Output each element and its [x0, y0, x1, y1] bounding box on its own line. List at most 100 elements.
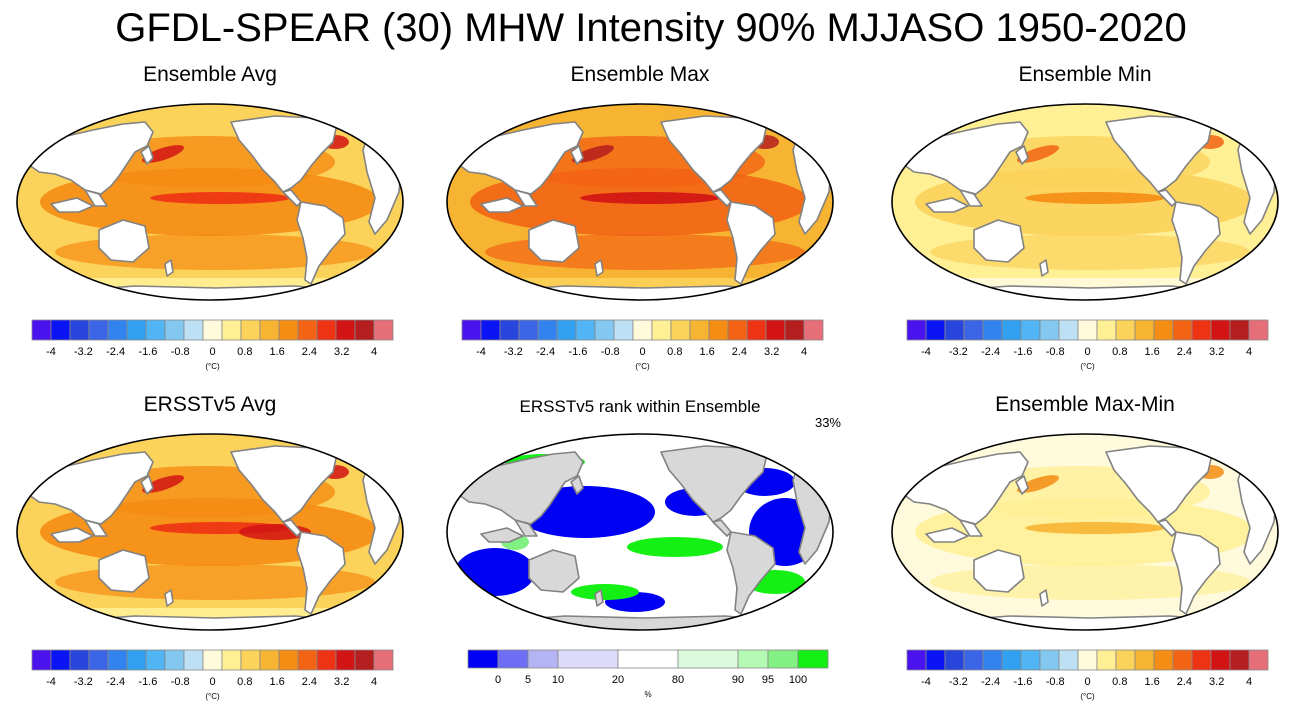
colorbar-tick-label: -2.4	[536, 346, 556, 358]
colorbar-swatch	[461, 319, 482, 341]
colorbar-tick-label: -0.8	[170, 346, 190, 358]
colorbar-swatch	[944, 319, 965, 341]
panel-title: ERSSTv5 Avg	[143, 393, 277, 416]
colorbar-tick-label: -2.4	[981, 346, 1001, 358]
panel-ensemble-max: Ensemble Max -4 -3.2 -2.4 -1.6 -0.8 0 0.8 1.6 2.…	[435, 62, 845, 392]
colorbar-swatch	[963, 649, 984, 671]
colorbar-tick-label: -2.4	[981, 676, 1001, 688]
colorbar-swatch	[335, 649, 356, 671]
colorbar-swatch	[557, 649, 619, 669]
colorbar-tick-label: 3.2	[334, 346, 350, 358]
colorbar-tick-label: 4	[370, 676, 378, 688]
colorbar-swatch	[31, 649, 52, 671]
colorbar-swatch	[1096, 649, 1117, 671]
map-rank	[446, 433, 834, 631]
colorbar-swatch	[1134, 319, 1155, 341]
colorbar-swatch	[316, 649, 337, 671]
colorbar-swatch	[499, 319, 520, 341]
colorbar-swatch	[107, 649, 128, 671]
colorbar-unit: %	[644, 690, 652, 699]
colorbar-swatch	[925, 319, 946, 341]
colorbar-tick-label: 2.4	[301, 676, 318, 688]
colorbar-swatch	[677, 649, 739, 669]
colorbar-swatch	[1020, 319, 1041, 341]
colorbar-swatch	[670, 319, 691, 341]
colorbar-swatch	[107, 319, 128, 341]
colorbar-tick-label: -0.8	[600, 346, 620, 358]
colorbar-tick-label: 3.2	[1209, 346, 1225, 358]
colorbar-swatch	[259, 649, 280, 671]
colorbar-swatch	[31, 319, 52, 341]
colorbar-tick-label: 3.2	[764, 346, 780, 358]
colorbar-unit: (°C)	[635, 362, 650, 371]
colorbar-tick-label: 100	[788, 674, 808, 686]
colorbar-swatch	[126, 649, 147, 671]
colorbar-swatch	[944, 649, 965, 671]
colorbar-tick-label: 0	[1084, 676, 1091, 688]
percent-label: 33%	[814, 415, 841, 430]
colorbar-swatch	[202, 319, 223, 341]
colorbar-swatch	[145, 649, 166, 671]
colorbar-swatch	[1191, 319, 1212, 341]
colorbar-tick-label: 4	[1245, 676, 1253, 688]
map-avg	[16, 103, 404, 301]
colorbar-swatch	[1153, 319, 1174, 341]
colorbar-swatch	[727, 319, 748, 341]
colorbar-swatch	[202, 649, 223, 671]
colorbar-swatch	[335, 319, 356, 341]
colorbar-tick-label: -0.8	[170, 676, 190, 688]
colorbar-tick-label: -3.2	[73, 346, 93, 358]
colorbar-swatch	[1096, 319, 1117, 341]
panel-ersst-avg: ERSSTv5 Avg -4 -3.2 -2.4 -1.6 -0.8 0 0.8 1.6 2.4…	[5, 392, 415, 722]
colorbar-tick-label: -1.6	[1013, 346, 1033, 358]
colorbar-swatch	[537, 319, 558, 341]
colorbar-swatch	[1020, 649, 1041, 671]
colorbar-tick-label: -4	[46, 676, 56, 688]
colorbar-swatch	[240, 319, 261, 341]
colorbar-tick-label: 20	[611, 674, 625, 686]
panel-title: Ensemble Min	[1018, 63, 1152, 86]
colorbar-tick-label: -1.6	[138, 346, 158, 358]
colorbar-swatch	[651, 319, 672, 341]
colorbar-swatch	[1058, 319, 1079, 341]
colorbar-tick-label: -3.2	[73, 676, 93, 688]
panel-ensemble-avg: Ensemble Avg -4 -3.2 -2.4 -1.6 -0.8 0 0.8 1.6 2.…	[5, 62, 415, 392]
map-min	[891, 103, 1279, 301]
colorbar-tick-label: -3.2	[948, 346, 968, 358]
colorbar-unit: (°C)	[1080, 692, 1095, 701]
colorbar-swatch	[1115, 319, 1136, 341]
colorbar-swatch	[617, 649, 679, 669]
colorbar-swatch	[1134, 649, 1155, 671]
colorbar-tick-label: 0.8	[1112, 676, 1128, 688]
colorbar-tick-label: 1.6	[1144, 676, 1160, 688]
colorbar-swatch	[297, 319, 318, 341]
colorbar-swatch	[88, 319, 109, 341]
colorbar-swatch	[575, 319, 596, 341]
colorbar-tick-label: 95	[761, 674, 775, 686]
colorbar-swatch	[982, 319, 1003, 341]
colorbar-swatch	[803, 319, 824, 341]
colorbar-swatch	[982, 649, 1003, 671]
colorbar-swatch	[373, 319, 394, 341]
colorbar-swatch	[594, 319, 615, 341]
colorbar-tick-label: -2.4	[106, 346, 126, 358]
colorbar-swatch	[354, 319, 375, 341]
colorbar-swatch	[467, 649, 499, 669]
colorbar-tick-label: 2.4	[301, 346, 318, 358]
colorbar-tick-label: 3.2	[334, 676, 350, 688]
colorbar-tick-label: -3.2	[503, 346, 523, 358]
colorbar-swatch	[797, 649, 829, 669]
colorbar-tick-label: 4	[1245, 346, 1253, 358]
map-max	[446, 103, 834, 301]
colorbar-swatch	[689, 319, 710, 341]
colorbar-swatch	[1077, 319, 1098, 341]
colorbar-tick-label: -1.6	[568, 346, 588, 358]
colorbar-swatch	[613, 319, 634, 341]
colorbar-swatch	[88, 649, 109, 671]
colorbar-swatch	[784, 319, 805, 341]
colorbar-tick-label: 1.6	[1144, 346, 1160, 358]
colorbar-tick-label: 2.4	[1176, 676, 1193, 688]
colorbar-swatch	[50, 649, 71, 671]
colorbar-swatch	[373, 649, 394, 671]
colorbar-swatch	[556, 319, 577, 341]
